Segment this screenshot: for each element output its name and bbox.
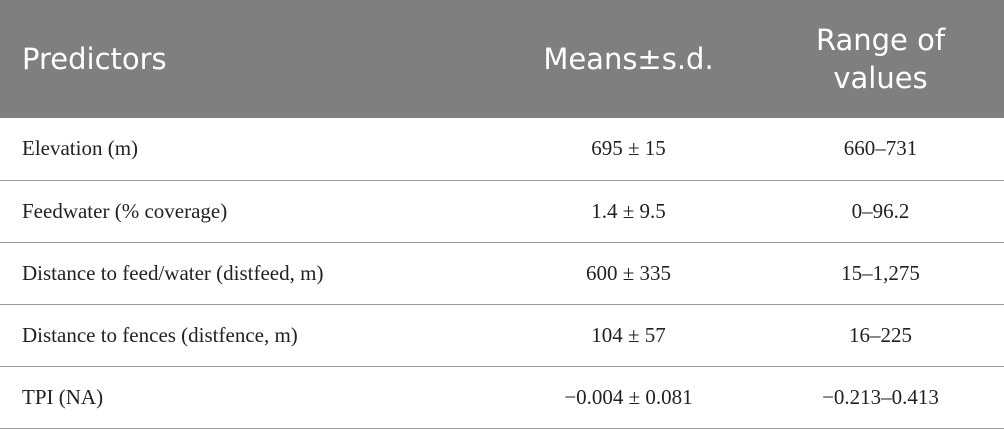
table-cell: Elevation (m) xyxy=(0,118,500,181)
table-cell: 16–225 xyxy=(757,304,1004,367)
table-cell: Distance to fences (distfence, m) xyxy=(0,304,500,367)
table-cell: 695 ± 15 xyxy=(500,118,757,181)
table-cell: 104 ± 57 xyxy=(500,304,757,367)
table-cell: 1.4 ± 9.5 xyxy=(500,180,757,243)
table-cell: −0.004 ± 0.081 xyxy=(500,366,757,429)
table-cell: 600 ± 335 xyxy=(500,242,757,305)
data-table: Predictors Means±s.d. Range of values El… xyxy=(0,0,1004,429)
header-row: Predictors Means±s.d. Range of values xyxy=(0,0,1004,118)
table-row: Distance to feed/water (distfeed, m) 600 … xyxy=(0,242,1004,305)
table-row: Elevation (m) 695 ± 15 660–731 xyxy=(0,118,1004,181)
table-cell: 15–1,275 xyxy=(757,242,1004,305)
table-cell: Distance to feed/water (distfeed, m) xyxy=(0,242,500,305)
header-cell: Range of values xyxy=(757,0,1004,118)
table-row: Distance to fences (distfence, m) 104 ± 5… xyxy=(0,304,1004,367)
header-cell: Means±s.d. xyxy=(500,0,757,118)
table-cell: TPI (NA) xyxy=(0,366,500,429)
table-body: Elevation (m) 695 ± 15 660–731 Feedwater (%… xyxy=(0,118,1004,429)
table-header: Predictors Means±s.d. Range of values xyxy=(0,0,1004,118)
header-cell: Predictors xyxy=(0,0,500,118)
table-cell: Feedwater (% coverage) xyxy=(0,180,500,243)
table-cell: 660–731 xyxy=(757,118,1004,181)
table-row: TPI (NA) −0.004 ± 0.081 −0.213–0.413 xyxy=(0,366,1004,429)
table-cell: −0.213–0.413 xyxy=(757,366,1004,429)
table-cell: 0–96.2 xyxy=(757,180,1004,243)
table-row: Feedwater (% coverage) 1.4 ± 9.5 0–96.2 xyxy=(0,180,1004,243)
